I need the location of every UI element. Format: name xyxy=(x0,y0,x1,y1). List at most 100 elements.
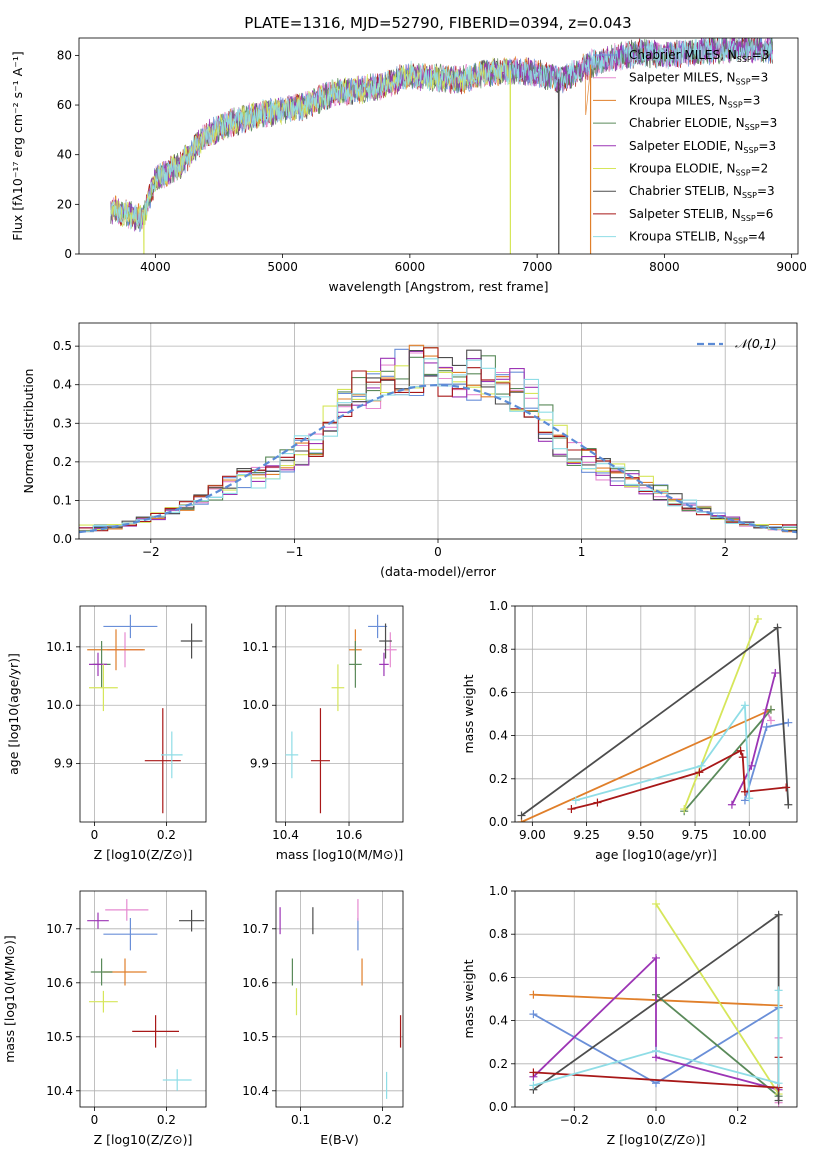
x-tick-label: 4000 xyxy=(140,260,171,274)
x-tick-label: 0.2 xyxy=(373,1113,392,1127)
x-axis-label: age [log10(age/yr)] xyxy=(595,847,717,862)
legend-entry-count: =3 xyxy=(757,184,775,198)
age-massweight-panel: 9.00 9.25 9.50 9.75 10.00 0.0 0.2 0.4 0.6 0.8 1.0 a… xyxy=(461,599,798,862)
residual-histogram-panel: −2 −1 0 1 2 0.0 0.1 0.2 0.3 0.4 0.5 𝒩(0,1) (data-mod… xyxy=(21,322,798,579)
x-axis-label: (data-model)/error xyxy=(380,564,497,579)
y-axis-label: Flux [fλ10⁻¹⁷ erg cm⁻² s⁻¹ A⁻¹] xyxy=(10,51,25,240)
axes-frame xyxy=(275,890,404,1108)
legend-entry-sub: SSP xyxy=(745,123,760,132)
histogram-series xyxy=(79,344,797,534)
normal-reference-curve xyxy=(79,383,797,534)
y-tick-label: 10.4 xyxy=(46,1084,73,1098)
legend-entry-sub: SSP xyxy=(741,214,756,223)
y-tick-label: 10.4 xyxy=(242,1084,269,1098)
y-tick-label: 0.0 xyxy=(53,532,72,546)
legend-entry: Kroupa STELIB, NSSP=4 xyxy=(629,230,766,246)
axes-frame xyxy=(78,322,798,540)
x-tick-label: 1 xyxy=(578,545,586,559)
y-tick-label: 0.4 xyxy=(489,729,508,743)
y-axis-label: mass weight xyxy=(461,959,476,1038)
y-tick-label: 20 xyxy=(57,197,72,211)
legend-entry-count: =4 xyxy=(748,230,766,244)
x-tick-label: 0.2 xyxy=(157,828,176,842)
weight-line xyxy=(533,990,780,1087)
legend-entry-name: Kroupa MILES, N xyxy=(629,93,728,107)
weight-line xyxy=(532,955,779,1091)
legend-entry-count: =3 xyxy=(758,139,776,153)
x-tick-label: 0 xyxy=(91,1113,99,1127)
y-tick-label: 0.2 xyxy=(489,1057,508,1071)
y-tick-label: 0.0 xyxy=(489,815,508,829)
legend-entry-name: Kroupa ELODIE, N xyxy=(629,162,736,176)
x-tick-label: 6000 xyxy=(395,260,426,274)
x-axis-label: E(B-V) xyxy=(320,1132,359,1147)
axes-frame xyxy=(275,605,404,823)
legend-entry-name: Salpeter ELODIE, N xyxy=(629,139,743,153)
y-tick-label: 0.5 xyxy=(53,339,72,353)
y-tick-label: 0 xyxy=(64,247,72,261)
y-tick-label: 60 xyxy=(57,98,72,112)
y-axis-label: age [log10(age/yr)] xyxy=(6,653,21,775)
errorbar-points xyxy=(285,614,397,814)
x-tick-label: 9000 xyxy=(776,260,807,274)
y-tick-label: 10.7 xyxy=(46,922,73,936)
legend-entry-name: Chabrier MILES, N xyxy=(629,48,737,62)
axes-frame xyxy=(79,890,207,1108)
legend-entry: Kroupa MILES, NSSP=3 xyxy=(629,93,760,109)
spectrum-panel: 4000 5000 6000 7000 8000 9000 0 20 40 60 80 wavelen… xyxy=(10,37,807,294)
figure-title: PLATE=1316, MJD=52790, FIBERID=0394, z=0… xyxy=(244,14,631,32)
weight-line xyxy=(571,749,787,810)
y-tick-label: 0.6 xyxy=(489,970,508,984)
axes-frame xyxy=(514,890,798,1108)
x-axis-label: wavelength [Angstrom, rest frame] xyxy=(328,279,548,294)
reference-legend-label: 𝒩(0,1) xyxy=(735,336,777,351)
y-tick-label: 10.6 xyxy=(46,976,73,990)
z-age-panel: 0 0.2 9.9 10.0 10.1 Z [log10(Z/Z⊙)] age [log10… xyxy=(6,605,207,862)
legend-entry-name: Salpeter STELIB, N xyxy=(629,207,741,221)
x-tick-label: −1 xyxy=(286,545,304,559)
y-tick-label: 10.0 xyxy=(242,698,269,712)
x-tick-label: 8000 xyxy=(649,260,680,274)
y-tick-label: 1.0 xyxy=(489,884,508,898)
y-axis-label: mass weight xyxy=(461,674,476,753)
legend-entry-name: Chabrier STELIB, N xyxy=(629,184,742,198)
weight-line xyxy=(683,709,772,812)
x-tick-label: 9.00 xyxy=(519,828,546,842)
ebv-mass-panel: 0.1 0.2 10.4 10.5 10.6 10.7 E(B-V) xyxy=(242,890,404,1147)
legend-entry: Chabrier STELIB, NSSP=3 xyxy=(629,184,775,200)
legend-entry-name: Kroupa STELIB, N xyxy=(629,230,733,244)
x-tick-label: 0.1 xyxy=(291,1113,310,1127)
y-tick-label: 80 xyxy=(57,48,72,62)
y-tick-label: 0.0 xyxy=(489,1100,508,1114)
spectrum-lines xyxy=(110,38,773,254)
y-tick-label: 0.8 xyxy=(489,642,508,656)
x-axis-label: Z [log10(Z/Z⊙)] xyxy=(94,847,193,862)
legend-entry: Chabrier MILES, NSSP=3 xyxy=(629,48,769,64)
x-axis-label: mass [log10(M/M⊙)] xyxy=(276,847,404,862)
y-tick-label: 0.6 xyxy=(489,685,508,699)
legend-entry-count: =3 xyxy=(752,48,770,62)
axes-frame xyxy=(78,37,799,255)
errorbar-points xyxy=(279,899,402,1099)
legend-entry-sub: SSP xyxy=(736,169,751,178)
x-tick-label: 9.25 xyxy=(573,828,600,842)
y-tick-label: 10.0 xyxy=(46,698,73,712)
y-axis-label: mass [log10(M/M⊙)] xyxy=(2,935,17,1063)
mass-age-panel: 10.4 10.6 9.9 10.0 10.1 mass [log10(M/M⊙)] xyxy=(242,605,404,862)
x-tick-label: 2 xyxy=(721,545,729,559)
x-tick-label: 0.2 xyxy=(157,1113,176,1127)
legend-entry-count: =2 xyxy=(751,162,769,176)
x-tick-label: 10.4 xyxy=(272,828,299,842)
y-tick-label: 10.1 xyxy=(46,640,73,654)
legend-entry-count: =3 xyxy=(760,116,778,130)
y-tick-label: 9.9 xyxy=(54,757,73,771)
x-tick-label: 5000 xyxy=(267,260,298,274)
y-tick-label: 1.0 xyxy=(489,599,508,613)
legend-entry: Kroupa ELODIE, NSSP=2 xyxy=(629,162,768,178)
weight-series xyxy=(529,899,783,1107)
errorbar-points xyxy=(87,899,205,1091)
axes-frame xyxy=(79,605,207,823)
x-tick-label: 10.00 xyxy=(732,828,766,842)
